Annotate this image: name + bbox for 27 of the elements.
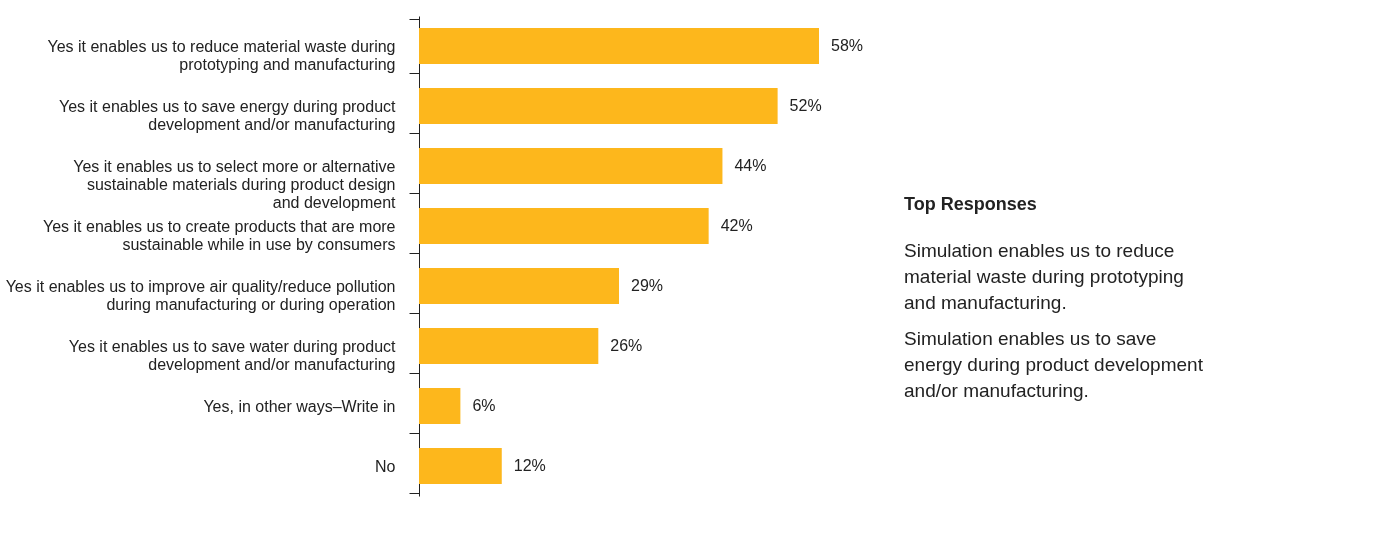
y-tick-label: Yes it enables us to improve air quality/reduce pollution during manufacturing or during operation — [5, 277, 396, 313]
y-tick-label: Yes it enables us to save water during product development and/or manufacturing — [68, 337, 397, 373]
bar — [419, 388, 461, 424]
bar — [419, 328, 599, 364]
bar — [419, 268, 619, 304]
y-tick-label: Yes it enables us to reduce material waste during prototyping and manufacturing — [47, 37, 396, 73]
y-tick-label: Yes it enables us to create products that are more sustainable while in use by consumers — [43, 217, 396, 253]
data-label: 58% — [831, 37, 864, 54]
y-tick-label: Yes, in other ways–Write in — [203, 397, 396, 415]
text: Top Responses — [904, 194, 1037, 214]
bar — [419, 448, 502, 484]
bar — [419, 148, 723, 184]
data-label: 42% — [720, 217, 753, 234]
bar — [419, 88, 778, 124]
bar — [419, 208, 709, 244]
y-tick-label: No — [375, 457, 396, 475]
data-label: 26% — [610, 337, 643, 354]
data-label: 52% — [789, 97, 822, 114]
data-label: 29% — [631, 277, 664, 294]
bar — [419, 28, 819, 64]
data-label: 12% — [513, 457, 546, 474]
y-tick-label: Yes it enables us to select more or alternative sustainable materials during product design and development — [73, 157, 397, 211]
data-label: 6% — [472, 397, 496, 414]
text: Simulation enables us to save energy during product development and/or manufacturing. — [904, 328, 1204, 401]
y-tick-label: Yes it enables us to save energy during product development and/or manufacturing — [58, 97, 397, 133]
text: Simulation enables us to reduce material waste during prototyping and manufacturing. — [904, 240, 1184, 313]
data-label: 44% — [734, 157, 767, 174]
